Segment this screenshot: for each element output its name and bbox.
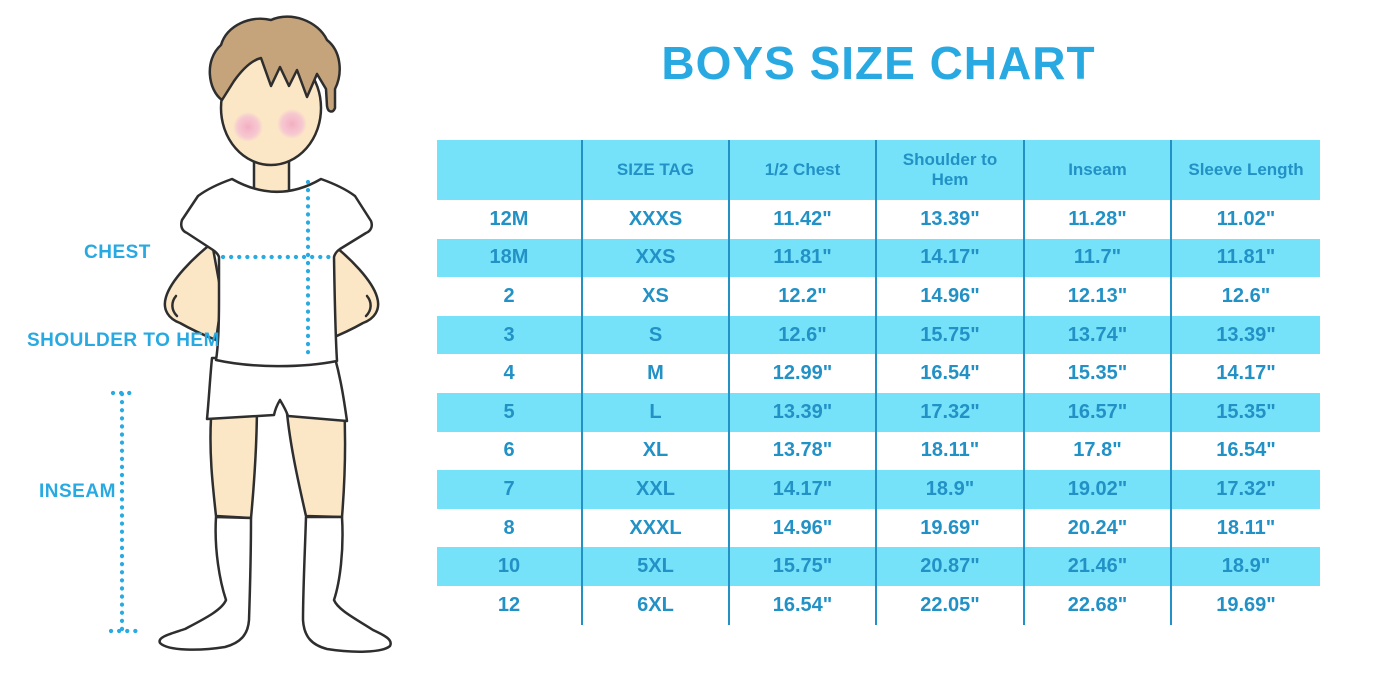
table-row-size-cell: 12M (437, 200, 583, 239)
table-row-size-cell: 6 (437, 431, 583, 471)
table-cell: 16.54" (730, 585, 877, 625)
table-header-cell: 1/2 Chest (730, 140, 877, 200)
table-cell: 12.6" (1172, 277, 1320, 316)
table-cell: 22.68" (1025, 585, 1172, 625)
table-cell: 15.35" (1025, 354, 1172, 393)
table-cell: 12.6" (730, 315, 877, 355)
table-cell: 11.81" (1172, 238, 1320, 278)
table-cell: 18.9" (877, 470, 1025, 509)
table-cell: 12.99" (730, 354, 877, 393)
table-cell: XXXS (583, 200, 730, 239)
table-cell: 11.02" (1172, 200, 1320, 239)
table-row-size-cell: 7 (437, 470, 583, 509)
table-cell: 5XL (583, 547, 730, 586)
table-cell: 6XL (583, 585, 730, 625)
table-row-size-cell: 3 (437, 315, 583, 355)
table-cell: 20.87" (877, 547, 1025, 586)
figure-left-arm (163, 241, 224, 342)
table-row-size-cell: 2 (437, 277, 583, 316)
table-cell: 14.17" (1172, 354, 1320, 393)
table-row-size-cell: 5 (437, 392, 583, 432)
figure-shorts (205, 356, 349, 423)
table-cell: 14.17" (730, 470, 877, 509)
table-cell: 13.74" (1025, 315, 1172, 355)
table-cell: 13.39" (730, 392, 877, 432)
figure-cheek-right (277, 109, 307, 139)
table-row-size-cell: 18M (437, 238, 583, 278)
table-cell: 15.35" (1172, 392, 1320, 432)
figure-hair (208, 15, 341, 113)
table-row-size-cell: 4 (437, 354, 583, 393)
table-cell: XS (583, 277, 730, 316)
size-table: SIZE TAG 1/2 Chest Shoulder to Hem Inseam Sl… (437, 140, 1320, 625)
table-cell: 13.78" (730, 431, 877, 471)
table-row-size-cell: 12 (437, 585, 583, 625)
table-cell: 14.96" (730, 508, 877, 548)
page-title: BOYS SIZE CHART (661, 37, 1096, 89)
table-cell: 11.42" (730, 200, 877, 239)
table-header-cell: Sleeve Length (1172, 140, 1320, 200)
table-cell: 14.17" (877, 238, 1025, 278)
figure-left-elbow-line (171, 294, 179, 318)
table-cell: 18.11" (1172, 508, 1320, 548)
table-header-cell: SIZE TAG (583, 140, 730, 200)
table-cell: 19.69" (877, 508, 1025, 548)
table-cell: 11.7" (1025, 238, 1172, 278)
table-cell: 15.75" (730, 547, 877, 586)
table-cell: 16.54" (877, 354, 1025, 393)
table-cell: M (583, 354, 730, 393)
table-cell: 13.39" (877, 200, 1025, 239)
table-row-size-cell: 10 (437, 547, 583, 586)
table-header-cell (437, 140, 583, 200)
table-cell: XXS (583, 238, 730, 278)
table-cell: XXXL (583, 508, 730, 548)
table-cell: 22.05" (877, 585, 1025, 625)
table-row-size-cell: 8 (437, 508, 583, 548)
table-cell: L (583, 392, 730, 432)
table-header-cell: Shoulder to Hem (877, 140, 1025, 200)
table-cell: 17.32" (1172, 470, 1320, 509)
table-cell: 14.96" (877, 277, 1025, 316)
table-cell: 19.69" (1172, 585, 1320, 625)
table-cell: 17.8" (1025, 431, 1172, 471)
chest-label: CHEST (84, 242, 151, 263)
boy-figure-illustration (108, 15, 392, 653)
figure-right-sock (301, 515, 392, 653)
table-cell: 19.02" (1025, 470, 1172, 509)
table-cell: 16.57" (1025, 392, 1172, 432)
table-cell: 20.24" (1025, 508, 1172, 548)
table-cell: 11.28" (1025, 200, 1172, 239)
table-cell: XXL (583, 470, 730, 509)
figure-right-elbow-line (364, 294, 372, 318)
table-cell: 18.11" (877, 431, 1025, 471)
table-cell: 13.39" (1172, 315, 1320, 355)
table-cell: 12.13" (1025, 277, 1172, 316)
table-cell: XL (583, 431, 730, 471)
figure-shirt (179, 177, 374, 368)
figure-cheek-left (233, 112, 263, 142)
table-cell: 21.46" (1025, 547, 1172, 586)
table-cell: S (583, 315, 730, 355)
shoulder-to-hem-label: SHOULDER TO HEM (27, 330, 220, 351)
table-cell: 17.32" (877, 392, 1025, 432)
table-cell: 12.2" (730, 277, 877, 316)
table-cell: 16.54" (1172, 431, 1320, 471)
table-cell: 11.81" (730, 238, 877, 278)
table-header-cell: Inseam (1025, 140, 1172, 200)
inseam-label: INSEAM (39, 481, 116, 502)
table-cell: 15.75" (877, 315, 1025, 355)
figure-left-sock (158, 515, 253, 651)
table-cell: 18.9" (1172, 547, 1320, 586)
